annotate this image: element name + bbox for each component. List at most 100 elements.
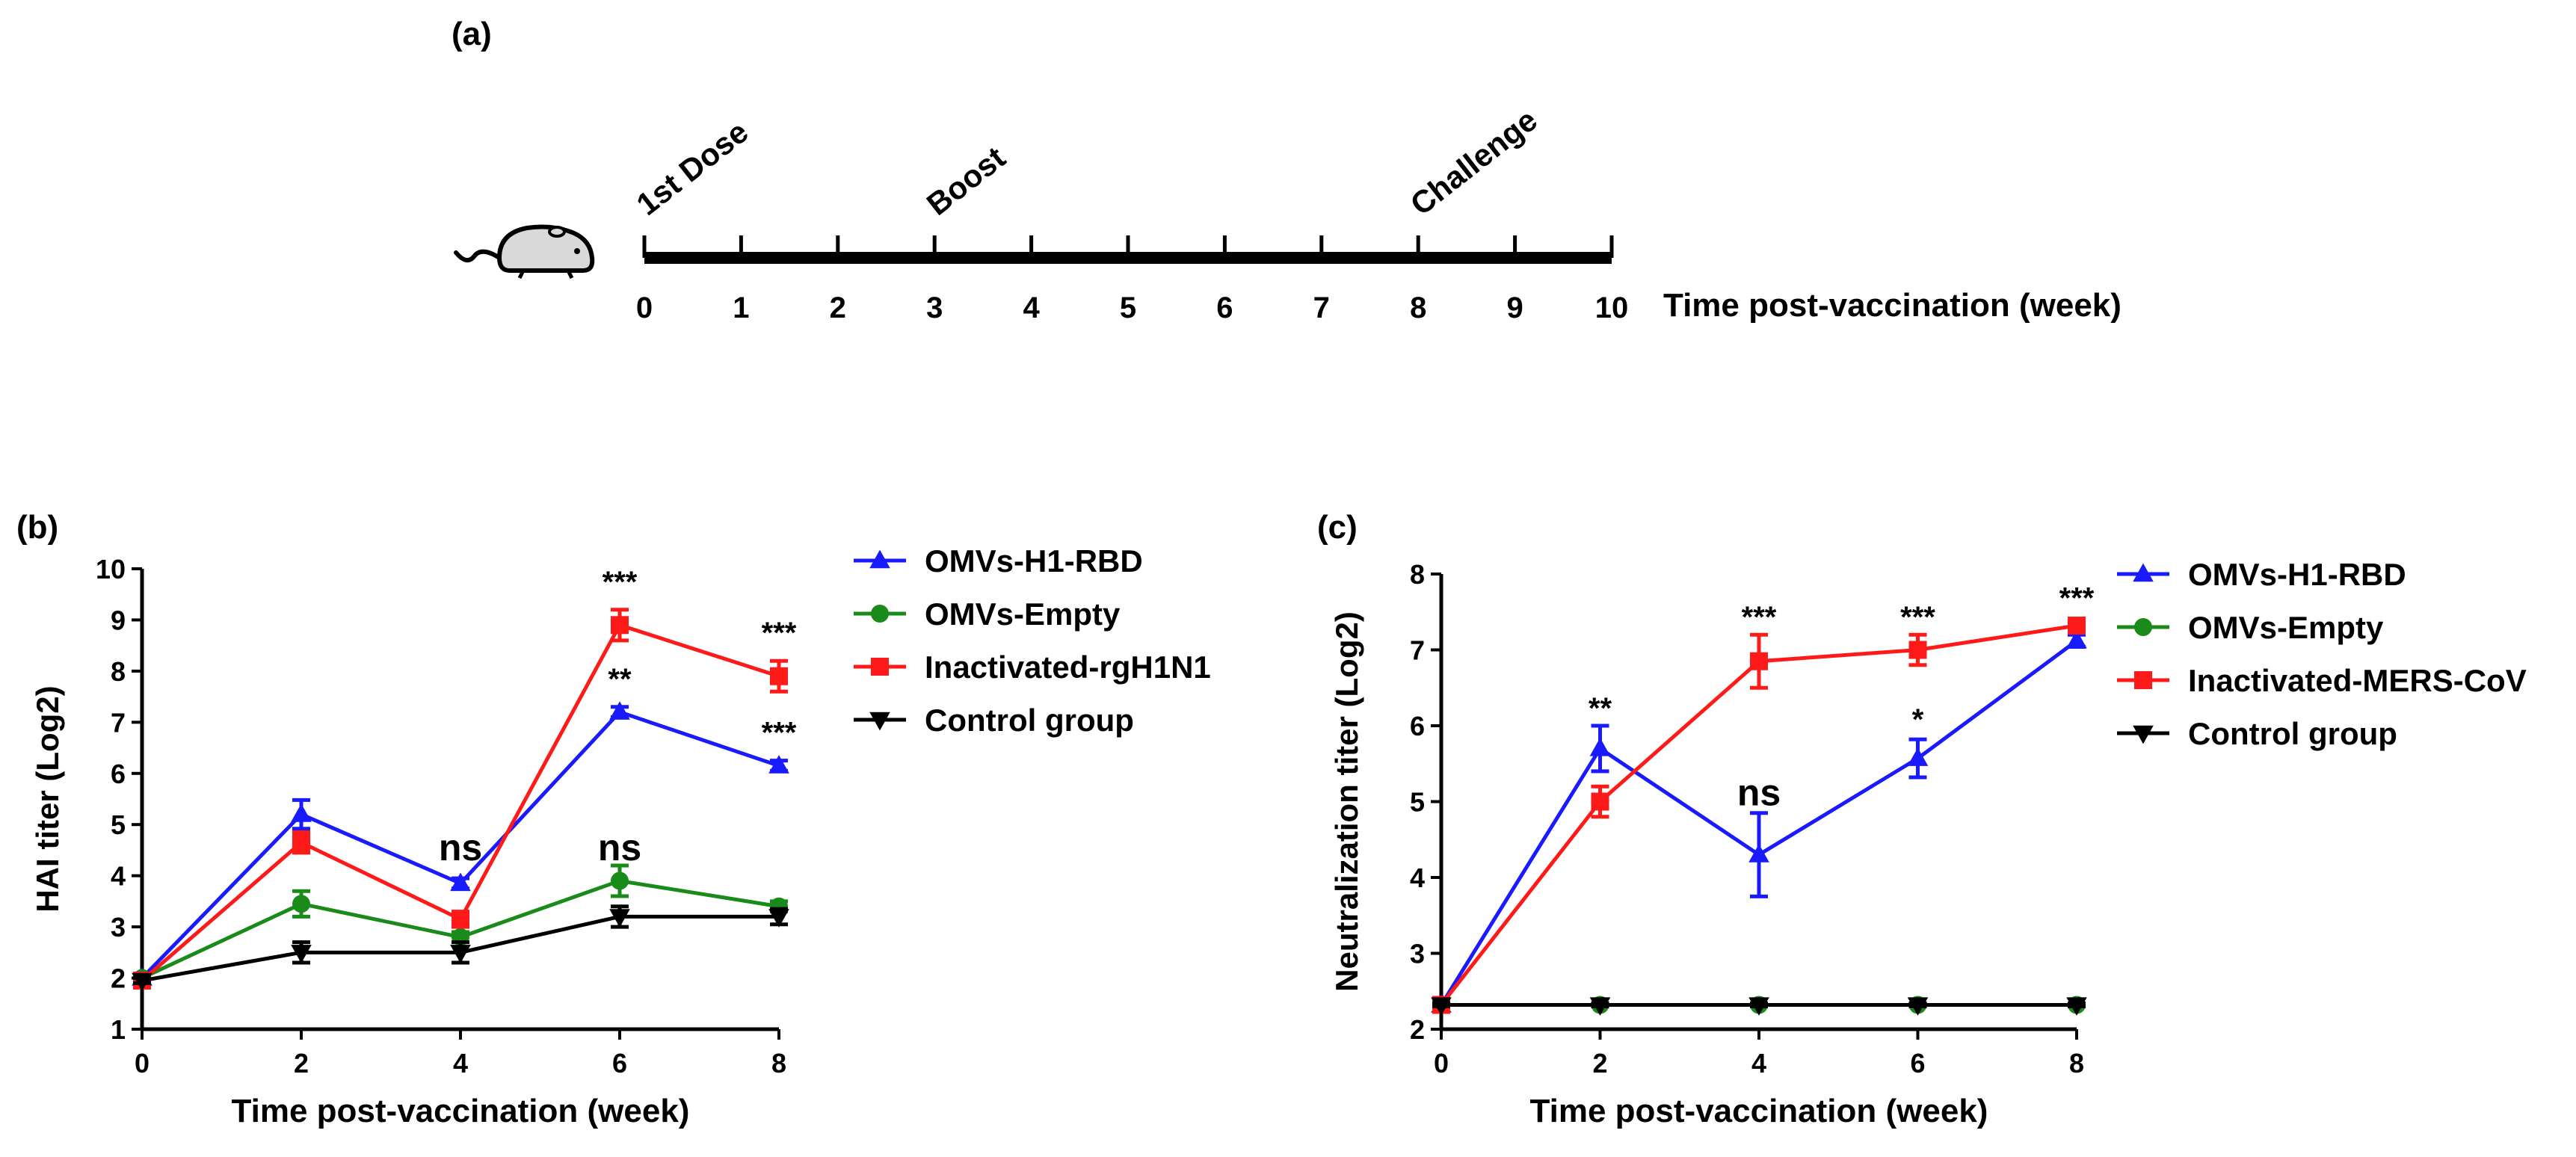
timeline-tick-label: 3 xyxy=(926,291,943,324)
significance-annotation: ** xyxy=(608,663,632,696)
y-tick-label: 6 xyxy=(111,759,126,789)
data-point xyxy=(770,667,788,685)
significance-annotation: *** xyxy=(1900,601,1935,634)
timeline-tick-label: 2 xyxy=(830,291,846,324)
data-point xyxy=(1431,997,1452,1016)
legend-label: OMVs-H1-RBD xyxy=(2188,557,2406,592)
series-inactivated-mers-cov xyxy=(1432,617,2086,1014)
data-point xyxy=(450,872,471,892)
y-tick-label: 7 xyxy=(1410,635,1425,666)
data-point xyxy=(1589,997,1611,1016)
data-point xyxy=(1907,997,1929,1016)
data-point xyxy=(1591,792,1609,811)
y-tick-label: 5 xyxy=(111,809,126,840)
x-tick-label: 2 xyxy=(294,1048,309,1079)
x-tick-label: 4 xyxy=(1751,1048,1766,1079)
y-tick-label: 2 xyxy=(111,963,126,994)
panel-label-c: (c) xyxy=(1317,509,1358,546)
legend-marker xyxy=(871,658,889,676)
data-point xyxy=(609,909,630,928)
data-point xyxy=(611,871,629,890)
significance-annotation: ns xyxy=(439,827,482,868)
y-tick-label: 4 xyxy=(1410,863,1425,893)
y-tick-label: 10 xyxy=(96,554,126,584)
data-point xyxy=(1907,747,1929,766)
data-point xyxy=(292,833,310,852)
legend-item: OMVs-Empty xyxy=(2117,610,2384,645)
panel-label-b: (b) xyxy=(16,509,58,546)
data-point xyxy=(291,945,312,963)
timeline-tick-label: 9 xyxy=(1506,291,1523,324)
legend-marker xyxy=(2133,563,2154,582)
timeline-tick-label: 6 xyxy=(1216,291,1233,324)
timeline-tick-label: 5 xyxy=(1120,291,1136,324)
chart-hai-titer: 1 2 3 4 5 6 7 8 9 10 0 2 4 6 8 Time post-vaccination (w… xyxy=(30,543,1211,1129)
data-point xyxy=(2066,997,2087,1016)
data-point xyxy=(1750,652,1768,670)
significance-annotation: ns xyxy=(598,827,641,868)
data-point xyxy=(2068,617,2086,635)
x-tick-label: 6 xyxy=(1910,1048,1925,1079)
data-point xyxy=(1748,844,1769,863)
y-tick-label: 4 xyxy=(111,861,126,892)
legend-item: Inactivated-rgH1N1 xyxy=(854,650,1211,685)
timeline-event-label: Challenge xyxy=(1404,102,1544,222)
legend-label: Inactivated-MERS-CoV xyxy=(2188,663,2527,698)
timeline-tick-label: 1 xyxy=(733,291,749,324)
x-axis-label: Time post-vaccination (week) xyxy=(232,1093,690,1129)
data-point xyxy=(452,910,469,928)
legend-marker xyxy=(869,712,890,731)
data-point xyxy=(450,945,471,963)
data-point xyxy=(132,972,152,992)
x-axis-label: Time post-vaccination (week) xyxy=(1530,1093,1988,1129)
legend: OMVs-H1-RBD OMVs-Empty Inactivated-rgH1N1 C… xyxy=(854,543,1211,738)
significance-annotation: *** xyxy=(1742,601,1777,634)
timeline-tick-label: 4 xyxy=(1023,291,1040,324)
data-point xyxy=(611,616,629,635)
y-tick-label: 1 xyxy=(111,1014,126,1045)
legend-label: Inactivated-rgH1N1 xyxy=(925,650,1211,685)
significance-annotation: *** xyxy=(603,566,638,599)
legend-label: OMVs-Empty xyxy=(2188,610,2384,645)
legend-item: Control group xyxy=(2117,716,2397,751)
y-tick-label: 7 xyxy=(111,707,126,738)
legend-item: OMVs-H1-RBD xyxy=(854,543,1143,578)
timeline-tick-label: 10 xyxy=(1595,291,1629,324)
x-tick-label: 8 xyxy=(771,1048,786,1079)
mouse-icon xyxy=(454,224,595,280)
legend-item: OMVs-Empty xyxy=(854,596,1121,632)
x-tick-label: 4 xyxy=(453,1048,468,1079)
series-control-group xyxy=(132,904,789,992)
significance-annotation: *** xyxy=(762,717,797,750)
significance-annotation: *** xyxy=(2059,582,2095,615)
legend: OMVs-H1-RBD OMVs-Empty Inactivated-MERS-Co… xyxy=(2117,557,2527,751)
significance-annotation: * xyxy=(1912,703,1924,736)
timeline-event-label: 1st Dose xyxy=(630,114,755,222)
y-tick-label: 9 xyxy=(111,605,126,635)
data-point xyxy=(1748,997,1769,1016)
x-tick-label: 0 xyxy=(1434,1048,1449,1079)
legend-marker xyxy=(2133,725,2154,744)
data-point xyxy=(768,755,789,774)
data-point xyxy=(609,701,630,720)
legend-marker xyxy=(869,549,890,569)
timeline-tick-label: 8 xyxy=(1410,291,1426,324)
y-tick-label: 6 xyxy=(1410,711,1425,741)
panel-label-a: (a) xyxy=(452,16,492,52)
data-point xyxy=(292,895,310,913)
data-point xyxy=(1589,738,1611,756)
data-point xyxy=(768,909,789,928)
x-tick-label: 8 xyxy=(2069,1048,2084,1079)
legend-label: OMVs-Empty xyxy=(925,596,1121,632)
data-point xyxy=(2066,629,2087,649)
legend-marker xyxy=(871,605,889,623)
y-tick-label: 3 xyxy=(1410,939,1425,969)
legend-marker xyxy=(2134,618,2152,636)
timeline-event-label: Boost xyxy=(920,140,1012,222)
x-tick-label: 0 xyxy=(135,1048,150,1079)
timeline-tick-label: 7 xyxy=(1313,291,1330,324)
y-tick-label: 5 xyxy=(1410,787,1425,818)
legend-marker xyxy=(2134,671,2152,689)
legend-label: Control group xyxy=(2188,716,2397,751)
